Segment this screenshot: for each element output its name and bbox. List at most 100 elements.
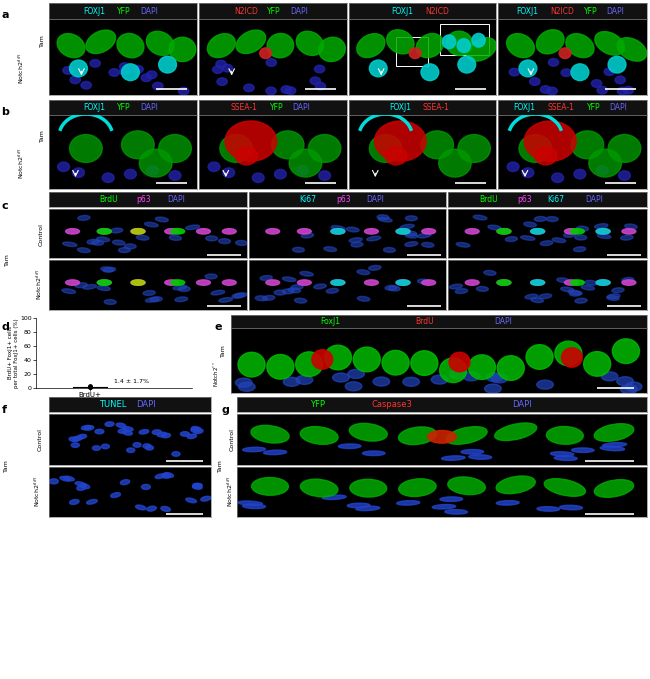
Ellipse shape xyxy=(164,473,174,477)
Text: DAPI: DAPI xyxy=(292,103,311,113)
Ellipse shape xyxy=(617,377,633,386)
Text: c: c xyxy=(1,201,8,211)
Ellipse shape xyxy=(596,280,610,285)
Ellipse shape xyxy=(519,134,552,162)
Ellipse shape xyxy=(143,291,155,295)
Ellipse shape xyxy=(584,352,610,376)
Ellipse shape xyxy=(201,496,211,501)
Ellipse shape xyxy=(173,285,187,290)
Text: Notch2$^{fl/fl}$: Notch2$^{fl/fl}$ xyxy=(17,53,26,84)
Ellipse shape xyxy=(131,280,145,285)
Ellipse shape xyxy=(608,56,626,73)
Ellipse shape xyxy=(181,432,189,436)
Ellipse shape xyxy=(244,84,254,92)
Ellipse shape xyxy=(70,134,102,162)
Ellipse shape xyxy=(497,229,511,234)
Text: DAPI: DAPI xyxy=(512,400,532,409)
Ellipse shape xyxy=(98,229,111,234)
Ellipse shape xyxy=(101,444,109,449)
Ellipse shape xyxy=(242,447,266,452)
Ellipse shape xyxy=(222,65,233,72)
Ellipse shape xyxy=(86,30,116,54)
Ellipse shape xyxy=(496,476,536,494)
Text: Caspase3: Caspase3 xyxy=(372,400,413,409)
Ellipse shape xyxy=(526,345,553,369)
Ellipse shape xyxy=(385,285,397,290)
Ellipse shape xyxy=(557,278,569,282)
Ellipse shape xyxy=(152,430,161,435)
Text: DAPI: DAPI xyxy=(140,103,158,113)
Ellipse shape xyxy=(552,173,564,183)
Ellipse shape xyxy=(144,222,159,227)
Ellipse shape xyxy=(105,422,114,426)
Text: Ki67: Ki67 xyxy=(299,195,316,204)
Ellipse shape xyxy=(77,435,86,439)
Ellipse shape xyxy=(357,34,385,58)
Ellipse shape xyxy=(125,169,136,179)
Text: FOXJ1: FOXJ1 xyxy=(392,7,413,16)
Ellipse shape xyxy=(292,247,304,252)
Ellipse shape xyxy=(519,60,537,77)
Ellipse shape xyxy=(411,351,438,375)
Ellipse shape xyxy=(568,290,582,295)
Ellipse shape xyxy=(84,426,94,430)
Ellipse shape xyxy=(60,477,71,481)
Ellipse shape xyxy=(63,67,73,74)
Ellipse shape xyxy=(385,147,407,165)
Ellipse shape xyxy=(171,280,185,285)
Ellipse shape xyxy=(296,166,308,175)
Ellipse shape xyxy=(621,278,634,282)
Ellipse shape xyxy=(422,229,436,234)
Text: YFP: YFP xyxy=(118,7,131,16)
Ellipse shape xyxy=(446,31,473,56)
Ellipse shape xyxy=(171,229,185,234)
Ellipse shape xyxy=(575,298,587,303)
Ellipse shape xyxy=(192,483,202,488)
Ellipse shape xyxy=(263,295,275,300)
Ellipse shape xyxy=(485,384,501,393)
Ellipse shape xyxy=(255,296,267,301)
Text: DAPI: DAPI xyxy=(290,7,307,16)
Ellipse shape xyxy=(90,60,100,67)
Ellipse shape xyxy=(159,56,177,73)
Ellipse shape xyxy=(347,503,370,508)
Ellipse shape xyxy=(549,58,559,66)
Ellipse shape xyxy=(521,236,535,240)
Ellipse shape xyxy=(218,239,231,244)
Ellipse shape xyxy=(81,425,91,430)
Ellipse shape xyxy=(497,229,511,234)
Ellipse shape xyxy=(369,134,402,162)
Text: SSEA-1: SSEA-1 xyxy=(547,103,574,113)
Ellipse shape xyxy=(369,265,381,270)
Bar xyxy=(396,37,428,66)
Text: N2ICD: N2ICD xyxy=(234,7,257,16)
Ellipse shape xyxy=(449,370,466,379)
Ellipse shape xyxy=(465,280,479,285)
Text: TUNEL: TUNEL xyxy=(99,400,127,409)
Ellipse shape xyxy=(122,64,139,81)
Ellipse shape xyxy=(310,77,320,85)
Ellipse shape xyxy=(622,280,636,285)
Text: SSEA-1: SSEA-1 xyxy=(231,103,258,113)
Ellipse shape xyxy=(365,229,378,234)
Ellipse shape xyxy=(357,270,370,274)
Text: Control: Control xyxy=(230,428,235,452)
Text: DAPI: DAPI xyxy=(585,195,603,204)
Ellipse shape xyxy=(217,78,228,86)
Point xyxy=(84,382,95,392)
Ellipse shape xyxy=(617,37,647,61)
Ellipse shape xyxy=(216,60,226,68)
Ellipse shape xyxy=(410,48,421,58)
Ellipse shape xyxy=(66,229,79,234)
Ellipse shape xyxy=(101,267,114,272)
Ellipse shape xyxy=(131,280,145,285)
Ellipse shape xyxy=(416,33,443,58)
Ellipse shape xyxy=(387,30,414,54)
Ellipse shape xyxy=(465,229,479,234)
Ellipse shape xyxy=(235,378,252,387)
Ellipse shape xyxy=(618,87,628,95)
Ellipse shape xyxy=(369,60,387,77)
Ellipse shape xyxy=(235,240,248,245)
Ellipse shape xyxy=(497,500,519,505)
Ellipse shape xyxy=(373,377,390,386)
